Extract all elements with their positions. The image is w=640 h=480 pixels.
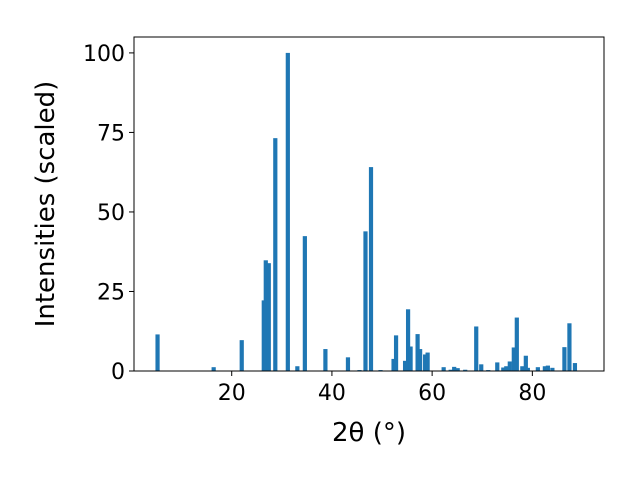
bar <box>263 260 268 371</box>
bar <box>504 366 509 371</box>
bar <box>393 335 399 371</box>
bar <box>441 367 446 371</box>
bar <box>542 366 547 371</box>
y-tick-label: 0 <box>111 360 125 385</box>
bar <box>423 354 428 371</box>
bar <box>391 358 396 371</box>
bar <box>408 346 413 371</box>
bar <box>523 355 528 371</box>
x-tick-label: 80 <box>518 381 546 406</box>
x-tick-label: 40 <box>318 381 346 406</box>
bar <box>448 369 453 371</box>
bar <box>463 369 468 371</box>
bar <box>345 357 351 371</box>
bar <box>402 360 408 371</box>
bar <box>545 365 550 371</box>
bar <box>302 236 307 371</box>
bar <box>452 366 457 371</box>
bar <box>415 334 420 371</box>
bar <box>495 362 500 371</box>
bar <box>474 326 479 371</box>
y-axis-ticks: 0 25 50 75 100 <box>83 42 134 385</box>
bar <box>418 349 423 371</box>
bar <box>535 367 540 371</box>
bar <box>295 366 300 371</box>
bar <box>520 366 525 371</box>
bar <box>514 317 519 371</box>
bar <box>479 364 484 371</box>
bar <box>285 52 290 372</box>
y-tick-label: 75 <box>97 121 125 146</box>
bar <box>266 263 271 371</box>
bar <box>562 347 567 371</box>
y-axis-label: Intensities (scaled) <box>31 81 61 328</box>
x-axis-ticks: 20 40 60 80 <box>218 371 546 406</box>
bar <box>511 347 516 371</box>
bar <box>550 367 555 371</box>
bar <box>368 167 374 371</box>
bar <box>363 231 368 371</box>
bar <box>323 349 328 371</box>
x-tick-label: 20 <box>218 381 246 406</box>
y-tick-label: 50 <box>97 201 125 226</box>
bar <box>572 363 578 371</box>
bar <box>501 367 506 371</box>
bar <box>425 352 430 371</box>
y-tick-label: 25 <box>97 280 125 305</box>
bar <box>273 138 278 371</box>
x-axis-label: 2θ (°) <box>332 418 406 448</box>
y-tick-label: 100 <box>83 42 125 67</box>
x-tick-label: 60 <box>418 381 446 406</box>
bar <box>211 367 216 371</box>
bar <box>525 367 530 371</box>
bar <box>567 323 572 371</box>
bar <box>507 361 512 371</box>
bar <box>455 368 460 371</box>
bar <box>239 340 244 371</box>
bar <box>155 334 160 371</box>
bar <box>405 309 411 371</box>
bars-group <box>155 52 578 372</box>
plot-frame <box>133 36 605 372</box>
